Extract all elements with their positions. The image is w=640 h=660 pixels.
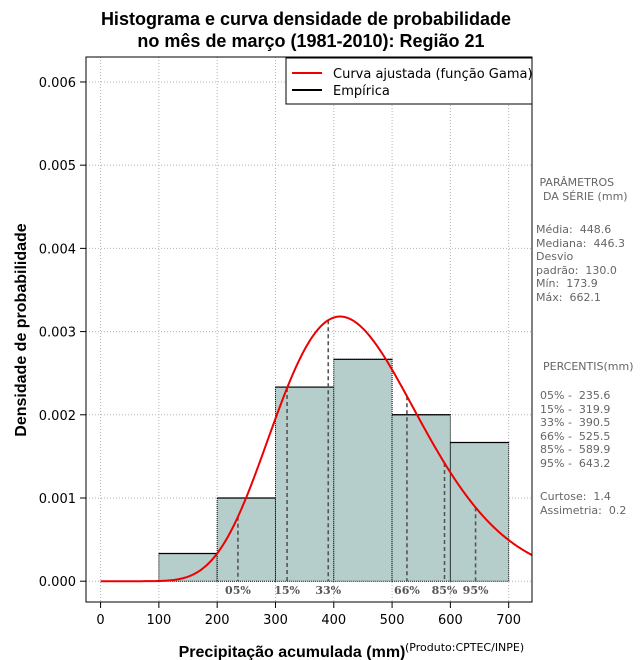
x-tick-label: 0	[96, 613, 104, 628]
x-tick-label: 200	[205, 613, 230, 628]
y-tick-label: 0.003	[39, 326, 76, 341]
percentile-markers: 05% 15% 33% 66% 85% 95%	[225, 320, 489, 597]
legend-box	[285, 57, 533, 105]
histogram-bar	[274, 386, 335, 582]
plot-frame	[85, 56, 533, 603]
percentiles-list: 05% - 235.6 15% - 319.9 33% - 390.5 66% …	[540, 389, 611, 470]
x-axis-title: Precipitação acumulada (mm)	[179, 644, 406, 660]
percentile-label: 15%	[274, 584, 300, 597]
chart-title-line-2: no mês de março (1981-2010): Região 21	[137, 31, 484, 51]
product-credit: (Produto:CPTEC/INPE)	[405, 641, 524, 654]
x-axis: 0 100 200 300 400 500 600 700	[96, 602, 521, 628]
percentile-label: 05%	[225, 584, 251, 597]
legend-label-empirical: Empírica	[333, 84, 390, 99]
y-tick-label: 0.005	[39, 159, 76, 174]
percentile-label: 85%	[432, 584, 458, 597]
x-tick-label: 300	[263, 613, 288, 628]
x-tick-label: 600	[438, 613, 463, 628]
histogram-bars	[158, 358, 510, 582]
x-tick-label: 500	[380, 613, 405, 628]
y-tick-label: 0.006	[39, 76, 76, 91]
series-parameters-title: PARÂMETROS DA SÉRIE (mm)	[539, 176, 628, 203]
legend-label-gamma: Curva ajustada (função Gama)	[333, 67, 533, 82]
series-parameters: Média: 448.6 Mediana: 446.3 Desvio padrã…	[536, 223, 625, 304]
y-tick-label: 0.002	[39, 409, 76, 424]
percentile-label: 33%	[315, 584, 341, 597]
y-axis: 0.000 0.001 0.002 0.003 0.004 0.005 0.006	[39, 76, 86, 590]
histogram-bar	[333, 358, 393, 582]
legend: Curva ajustada (função Gama) Empírica	[285, 57, 533, 105]
percentiles-title: PERCENTIS(mm)	[543, 360, 634, 373]
y-tick-label: 0.000	[39, 575, 76, 590]
x-tick-label: 400	[321, 613, 346, 628]
percentile-label: 66%	[394, 584, 420, 597]
x-tick-label: 100	[146, 613, 171, 628]
x-tick-label: 700	[496, 613, 521, 628]
gamma-fit-curve	[100, 315, 533, 583]
y-axis-title: Densidade de probabilidade	[13, 223, 30, 436]
shape-statistics: Curtose: 1.4 Assimetria: 0.2	[540, 490, 627, 517]
y-tick-label: 0.004	[39, 242, 76, 257]
histogram-bar	[391, 414, 451, 582]
percentile-label: 95%	[463, 584, 489, 597]
y-tick-label: 0.001	[39, 492, 76, 507]
chart-title-line-1: Histograma e curva densidade de probabil…	[101, 9, 511, 29]
